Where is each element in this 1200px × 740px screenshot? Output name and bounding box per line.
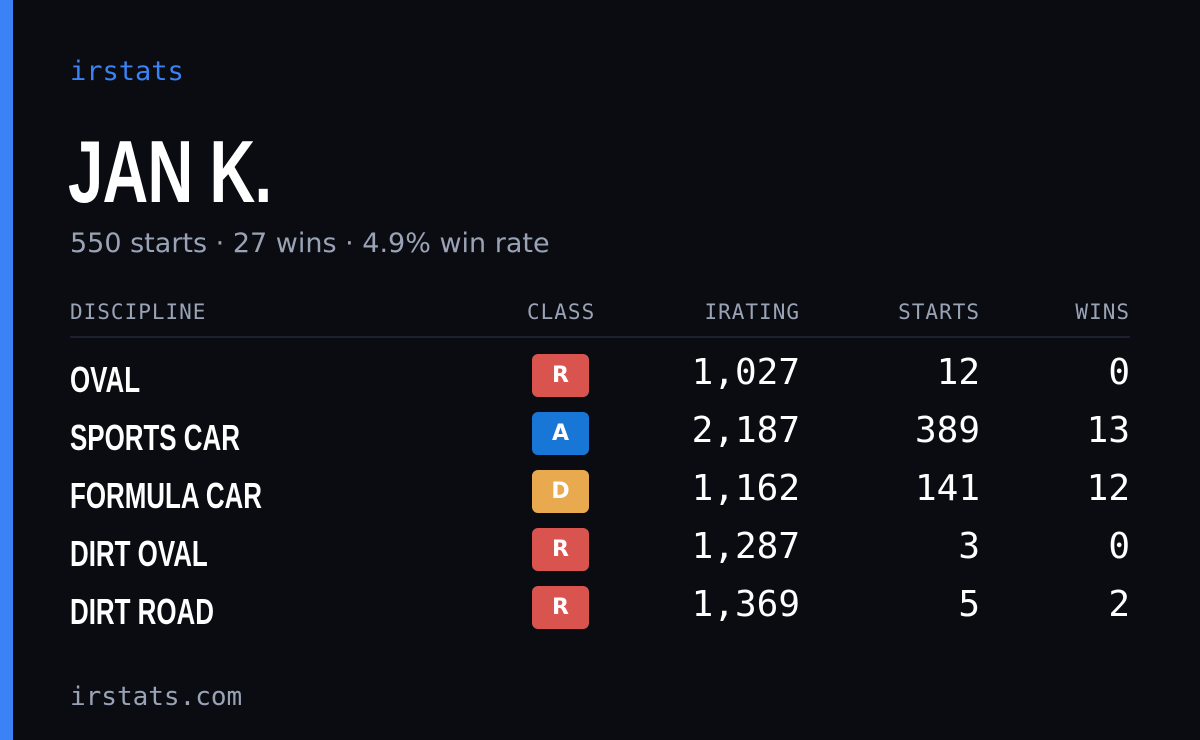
discipline-label: OVAL xyxy=(70,359,141,400)
irating-value: 1,162 xyxy=(691,468,800,509)
table-row: DIRT ROAD R 1,369 5 2 xyxy=(0,586,1200,636)
wins-value: 13 xyxy=(1086,410,1130,451)
column-header-discipline: DISCIPLINE xyxy=(70,300,207,324)
discipline-label: DIRT ROAD xyxy=(70,591,214,632)
header-divider xyxy=(70,336,1130,338)
class-badge: R xyxy=(532,586,589,629)
footer-url: irstats.com xyxy=(70,682,243,712)
discipline-label: SPORTS CAR xyxy=(70,417,240,458)
driver-summary: 550 starts · 27 wins · 4.9% win rate xyxy=(70,228,550,259)
driver-name: JAN K. xyxy=(68,122,272,221)
accent-bar xyxy=(0,0,13,740)
starts-value: 141 xyxy=(914,468,980,509)
class-badge: A xyxy=(532,412,589,455)
class-badge: R xyxy=(532,528,589,571)
wins-value: 2 xyxy=(1108,584,1130,625)
starts-value: 3 xyxy=(958,526,980,567)
wins-value: 0 xyxy=(1108,352,1130,393)
table-row: FORMULA CAR D 1,162 141 12 xyxy=(0,470,1200,520)
class-badge: D xyxy=(532,470,589,513)
starts-value: 12 xyxy=(936,352,980,393)
irating-value: 1,369 xyxy=(691,584,800,625)
table-row: DIRT OVAL R 1,287 3 0 xyxy=(0,528,1200,578)
starts-value: 5 xyxy=(958,584,980,625)
wins-value: 12 xyxy=(1086,468,1130,509)
column-header-class: CLASS xyxy=(527,300,596,324)
column-header-wins: WINS xyxy=(1075,300,1130,324)
discipline-label: FORMULA CAR xyxy=(70,475,262,516)
irating-value: 1,027 xyxy=(691,352,800,393)
irating-value: 1,287 xyxy=(691,526,800,567)
class-badge: R xyxy=(532,354,589,397)
column-header-irating: IRATING xyxy=(704,300,800,324)
wins-value: 0 xyxy=(1108,526,1130,567)
table-row: SPORTS CAR A 2,187 389 13 xyxy=(0,412,1200,462)
irating-value: 2,187 xyxy=(691,410,800,451)
starts-value: 389 xyxy=(914,410,980,451)
discipline-label: DIRT OVAL xyxy=(70,533,208,574)
brand-logo: irstats xyxy=(70,56,184,87)
table-row: OVAL R 1,027 12 0 xyxy=(0,354,1200,404)
column-header-starts: STARTS xyxy=(898,300,980,324)
